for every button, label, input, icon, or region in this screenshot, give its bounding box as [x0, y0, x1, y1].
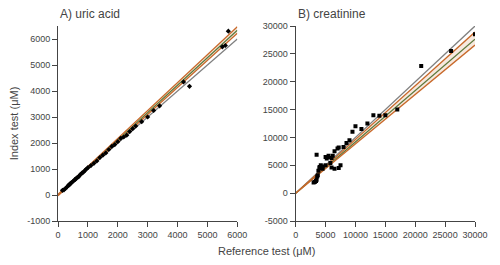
- svg-text:A) uric acid: A) uric acid: [60, 7, 120, 21]
- svg-text:5000: 5000: [30, 60, 50, 70]
- svg-text:30000: 30000: [462, 230, 487, 240]
- svg-text:-1000: -1000: [27, 216, 50, 226]
- svg-text:25000: 25000: [263, 49, 288, 59]
- svg-text:5000: 5000: [316, 230, 336, 240]
- svg-text:10000: 10000: [263, 133, 288, 143]
- svg-text:25000: 25000: [433, 230, 458, 240]
- svg-text:3000: 3000: [30, 112, 50, 122]
- svg-text:15000: 15000: [373, 230, 398, 240]
- svg-text:4000: 4000: [168, 230, 188, 240]
- svg-text:0: 0: [293, 230, 298, 240]
- svg-text:2000: 2000: [30, 138, 50, 148]
- svg-text:4000: 4000: [30, 86, 50, 96]
- svg-text:2000: 2000: [108, 230, 128, 240]
- svg-text:-5000: -5000: [265, 216, 288, 226]
- svg-text:6000: 6000: [227, 230, 247, 240]
- svg-text:0: 0: [45, 190, 50, 200]
- svg-text:3000: 3000: [138, 230, 158, 240]
- svg-text:5000: 5000: [197, 230, 217, 240]
- svg-text:1000: 1000: [30, 164, 50, 174]
- svg-text:1000: 1000: [78, 230, 98, 240]
- svg-text:15000: 15000: [263, 105, 288, 115]
- svg-text:Reference test (μM): Reference test (μM): [218, 245, 315, 257]
- svg-text:0: 0: [283, 188, 288, 198]
- svg-text:20000: 20000: [403, 230, 428, 240]
- svg-text:10000: 10000: [343, 230, 368, 240]
- svg-text:5000: 5000: [268, 160, 288, 170]
- svg-text:0: 0: [55, 230, 60, 240]
- svg-text:30000: 30000: [263, 21, 288, 31]
- svg-text:20000: 20000: [263, 77, 288, 87]
- svg-text:Index test (μM): Index test (μM): [8, 87, 20, 161]
- svg-text:B) creatinine: B) creatinine: [298, 7, 366, 21]
- svg-text:6000: 6000: [30, 34, 50, 44]
